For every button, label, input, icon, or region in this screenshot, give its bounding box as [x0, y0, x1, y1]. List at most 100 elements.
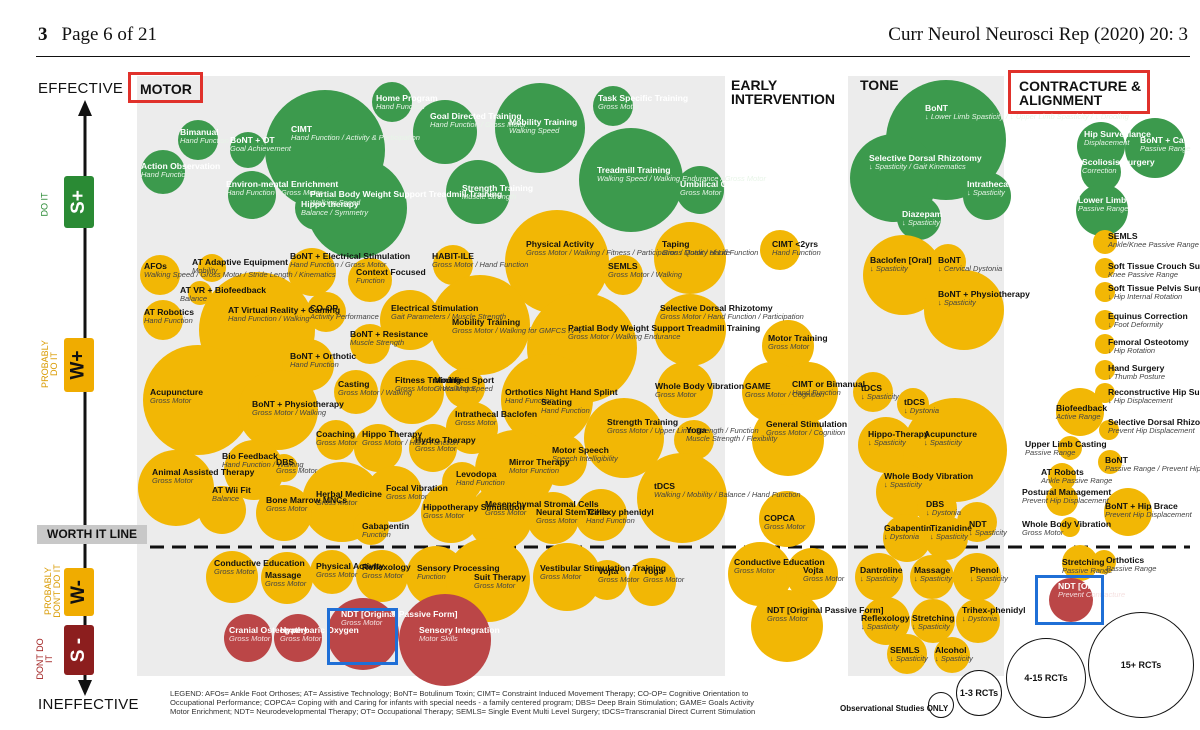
bubble — [934, 637, 970, 673]
bubble-outcome: Gross Motor — [229, 634, 271, 643]
bubble-title: Acupuncture — [924, 429, 977, 439]
bubble-label: BoNT + Physiotherapy ↓ Spasticity — [938, 290, 1030, 307]
bubble-outcome: ↓ Spasticity — [902, 218, 940, 227]
bubble-label: BoNT + Physiotherapy Gross Motor / Walkin… — [252, 400, 344, 417]
bubble-label: DBS ↓ Dystonia — [926, 500, 961, 517]
bubble-label: Femoral Osteotomy ↓ Hip Rotation — [1108, 338, 1189, 355]
bubble — [1046, 484, 1078, 516]
bubble-title: BoNT + Casting — [1140, 135, 1200, 145]
bubble-outcome: Hand Function / Gross Motor — [430, 120, 527, 129]
bubble-label: Acupuncture ↓ Spasticity — [924, 430, 977, 447]
bubble-title: Massage — [265, 570, 302, 580]
bubble-label: Yoga Gross Motor — [643, 567, 684, 584]
bubble-outcome: Gross Motor — [434, 384, 476, 393]
bubble-title: Strength Training — [607, 417, 679, 427]
bubble-label: BoNT + Hip Brace Prevent Hip Displacement — [1105, 502, 1192, 519]
bubble-outcome: Mobility — [192, 266, 218, 275]
bubble-title: CIMT <2yrs — [772, 239, 819, 249]
bubble-title: Tizanidine — [930, 523, 972, 533]
bubble-label: BoNT ↓ Cervical Dystonia — [938, 256, 1002, 273]
contracture-heading: CONTRACTURE & ALIGNMENT — [1019, 78, 1142, 108]
bubble-label: Partial Body Weight Support Treadmill Tr… — [310, 190, 502, 207]
bubble-outcome: ↓ Spasticity — [890, 654, 928, 663]
bubble-outcome: Gross Motor — [536, 516, 578, 525]
bubble-label: Partial Body Weight Support Treadmill Tr… — [568, 324, 760, 341]
bubble-title: Lower Limb Casting — [1078, 195, 1161, 205]
bubble-outcome: Gross Motor — [485, 508, 527, 517]
bubble — [1049, 578, 1093, 622]
bubble-title: Intrathecal Baclofen — [455, 409, 538, 419]
bubble — [353, 509, 389, 545]
bubble-label: BoNT + OT Goal Achievement — [230, 136, 291, 153]
bubble-outcome: Hand Function — [505, 396, 554, 405]
bubble-label: Task Specific Training Gross Motor — [598, 94, 688, 111]
bubble — [1104, 488, 1152, 536]
bubble-outcome: ↓ Hip Displacement — [1108, 396, 1173, 405]
bubble-label: AT Robots Ankle Passive Range — [1041, 468, 1112, 485]
bubble-title: SEMLS — [1108, 231, 1138, 241]
bubble-label: AFOs Walking Speed / Gross Motor / Stride… — [144, 262, 336, 279]
bubble — [270, 454, 298, 482]
bubble-label: tDCS ↓ Spasticity — [861, 384, 899, 401]
bubble-outcome: ↓ Dystonia — [884, 532, 920, 541]
bubble-outcome: ↓ Dystonia — [962, 614, 998, 623]
bubble-outcome: Gross Motor — [643, 575, 685, 584]
header-rule — [36, 56, 1190, 57]
bubble — [963, 172, 1011, 220]
bubble — [575, 489, 627, 541]
bubble-outcome: ↓ Spasticity — [861, 392, 899, 401]
bubble-outcome: Gross Motor / Hand Function — [662, 248, 759, 257]
bubble — [637, 453, 727, 543]
bubble-outcome: ↓ Spasticity — [970, 574, 1008, 583]
bubble-outcome: Hand Function — [772, 248, 821, 257]
bubble-outcome: Gross Motor — [386, 492, 428, 501]
bubble-outcome: Gross Motor — [455, 418, 497, 427]
bubble-outcome: Prevent Hip Displacement — [1022, 496, 1109, 505]
bubble — [759, 491, 815, 547]
bubble — [399, 594, 491, 686]
bubble-label: Reflexology Gross Motor — [362, 563, 411, 580]
bubble-title: Modified Sport — [434, 375, 495, 385]
bubble-label: Physical Activity Gross Motor / Walking /… — [526, 240, 730, 257]
bubble-outcome: Gross Motor — [214, 567, 256, 576]
motor-box — [128, 72, 203, 103]
bubble-outcome: Hand Function — [456, 478, 505, 487]
tone-heading: TONE — [860, 77, 899, 93]
legend-circle-15plus: 15+ RCTs — [1088, 612, 1194, 718]
bubble-label: Stretching ↓ Spasticity — [912, 614, 955, 631]
bubble — [956, 599, 1000, 643]
bubble-label: Bio Feedback Hand Function / Walking — [222, 452, 304, 469]
bubble — [230, 132, 266, 168]
bubble-outcome: Passive Range — [1106, 564, 1157, 573]
bubble — [897, 196, 941, 240]
bubble-outcome: Gross Motor — [764, 522, 806, 531]
bubble-title: Intrathecal Baclofen — [967, 179, 1050, 189]
bubble — [760, 230, 800, 270]
bubble-title: Levodopa — [456, 469, 497, 479]
bubble-title: AT Virtual Reality + Gaming — [228, 305, 341, 315]
bubble-title: Hand Surgery — [1108, 363, 1165, 373]
bubble-title: Cranial Osteopathy — [229, 625, 308, 635]
bubble — [206, 551, 258, 603]
bubble-title: Partial Body Weight Support Treadmill Tr… — [568, 323, 761, 333]
journal-citation: Curr Neurol Neurosci Rep (2020) 20: 3 — [888, 24, 1188, 45]
bubble-label: SEMLS Ankle/Knee Passive Range — [1108, 232, 1199, 249]
bubble-title: Sensory Processing — [417, 563, 500, 573]
bubble-outcome: Gross Motor / Cognition — [766, 428, 846, 437]
bubble-outcome: Gross Motor — [803, 574, 845, 583]
bubble-title: Selective Dorsal Rhizotomy — [1108, 417, 1200, 427]
bubble-outcome: ↓ Spasticity — [860, 574, 898, 583]
bubble-title: Trihex-phenidyl — [962, 605, 1026, 615]
bubble-label: Strength Training Gross Motor / Upper Lim… — [607, 418, 759, 435]
bubble-outcome: ↓ Foot Deformity — [1108, 320, 1164, 329]
bubble-label: tDCS ↓ Dystonia — [904, 398, 939, 415]
bubble — [603, 255, 643, 295]
bubble-outcome: Gross Motor — [152, 476, 194, 485]
bubble-title: Umbilical Cord Blood — [680, 179, 768, 189]
bubble-outcome: Gross Motor / Hand Function — [432, 260, 529, 269]
bubble-label: Whole Body Vibration Gross Motor — [655, 382, 744, 399]
bubble-label: Physical Activity Gross Motor — [316, 562, 384, 579]
bubble-outcome: Muscle Strength / Flexibility — [686, 434, 778, 443]
bubble-outcome: Gross Motor — [362, 571, 404, 580]
